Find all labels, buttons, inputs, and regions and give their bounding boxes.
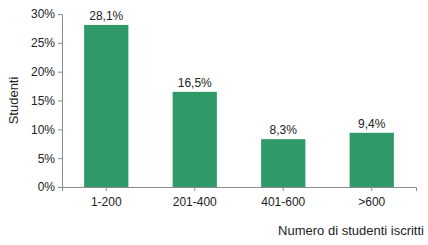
y-tick-mark	[58, 101, 62, 102]
bar	[261, 139, 305, 187]
x-tick-label: 1-200	[91, 195, 122, 209]
y-tick-label: 20%	[31, 65, 55, 79]
x-tick-mark	[106, 187, 107, 191]
bar	[173, 92, 217, 187]
x-axis-line	[63, 188, 417, 192]
y-tick-label: 10%	[31, 123, 55, 137]
x-tick-label: >600	[358, 195, 385, 209]
data-label: 16,5%	[178, 76, 212, 90]
y-tick: 25%	[31, 36, 62, 50]
y-tick: 30%	[31, 7, 62, 21]
y-tick-mark	[58, 72, 62, 73]
x-tick-mark	[283, 187, 284, 191]
data-labels: 28,1% 16,5% 8,3% 9,4%	[89, 9, 386, 137]
y-tick-mark	[58, 14, 62, 15]
y-tick: 0%	[38, 180, 62, 194]
x-tick: >600	[358, 187, 385, 209]
x-axis: 1-200 201-400 401-600 >600	[63, 187, 417, 209]
y-tick-label: 30%	[31, 7, 55, 21]
x-tick: 401-600	[261, 187, 305, 209]
bar	[350, 133, 394, 187]
y-axis: 0% 5% 10% 15% 20% 25% 30%	[31, 7, 63, 194]
y-tick: 15%	[31, 94, 62, 108]
bar	[84, 25, 128, 187]
x-tick-label: 201-400	[173, 195, 217, 209]
y-tick-label: 25%	[31, 36, 55, 50]
x-tick-label: 401-600	[261, 195, 305, 209]
y-tick-label: 5%	[38, 152, 56, 166]
bars	[84, 25, 394, 187]
y-tick-label: 15%	[31, 94, 55, 108]
x-tick: 1-200	[91, 187, 122, 209]
plot: 0% 5% 10% 15% 20% 25% 30% 1-200 201-400 401-600 >6…	[31, 7, 417, 208]
x-tick-mark	[194, 187, 195, 191]
y-tick-mark	[58, 187, 62, 188]
data-label: 28,1%	[89, 9, 123, 23]
y-tick-mark	[58, 129, 62, 130]
y-tick-mark	[58, 158, 62, 159]
x-tick: 201-400	[173, 187, 217, 209]
y-tick: 5%	[38, 152, 62, 166]
data-label: 9,4%	[358, 117, 386, 131]
y-tick-label: 0%	[38, 180, 56, 194]
y-axis-line	[58, 15, 63, 188]
y-axis-title: Studenti	[6, 77, 21, 125]
data-label: 8,3%	[270, 123, 298, 137]
y-tick: 10%	[31, 123, 62, 137]
x-tick-mark	[371, 187, 372, 191]
y-tick-mark	[58, 43, 62, 44]
chart: 0% 5% 10% 15% 20% 25% 30% 1-200 201-400 401-600 >6…	[0, 0, 428, 245]
y-tick: 20%	[31, 65, 62, 79]
x-axis-title: Numero di studenti iscritti	[278, 223, 424, 238]
